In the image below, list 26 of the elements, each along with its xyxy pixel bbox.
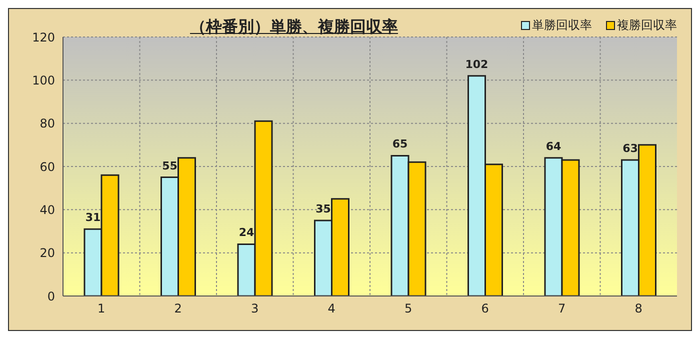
y-tick-label: 120	[32, 30, 55, 44]
chart-title: （枠番別）単勝、複勝回収率	[189, 17, 399, 38]
x-tick-label: 1	[98, 302, 106, 316]
x-tick-label: 3	[251, 302, 259, 316]
y-tick-label: 0	[47, 289, 55, 304]
legend-label: 複勝回収率	[617, 17, 677, 34]
data-label: 102	[465, 58, 488, 71]
x-tick-label: 6	[481, 302, 489, 316]
data-label: 55	[162, 159, 178, 172]
y-tick-label: 100	[32, 73, 55, 88]
data-label: 24	[238, 226, 254, 240]
data-label: 65	[392, 138, 408, 151]
y-tick-label: 60	[40, 160, 55, 174]
x-tick-label: 4	[328, 302, 336, 316]
x-tick-label: 2	[174, 302, 182, 316]
y-tick-label: 20	[40, 246, 55, 260]
y-tick-label: 40	[40, 202, 55, 217]
legend-label: 単勝回収率	[532, 17, 592, 34]
x-tick-label: 7	[558, 302, 566, 316]
data-label: 63	[622, 142, 638, 156]
data-label: 35	[316, 202, 331, 216]
x-tick-label: 8	[634, 302, 642, 316]
data-label: 64	[546, 140, 562, 153]
data-label: 31	[85, 211, 101, 224]
y-tick-label: 80	[40, 116, 55, 131]
x-tick-label: 5	[404, 302, 412, 316]
